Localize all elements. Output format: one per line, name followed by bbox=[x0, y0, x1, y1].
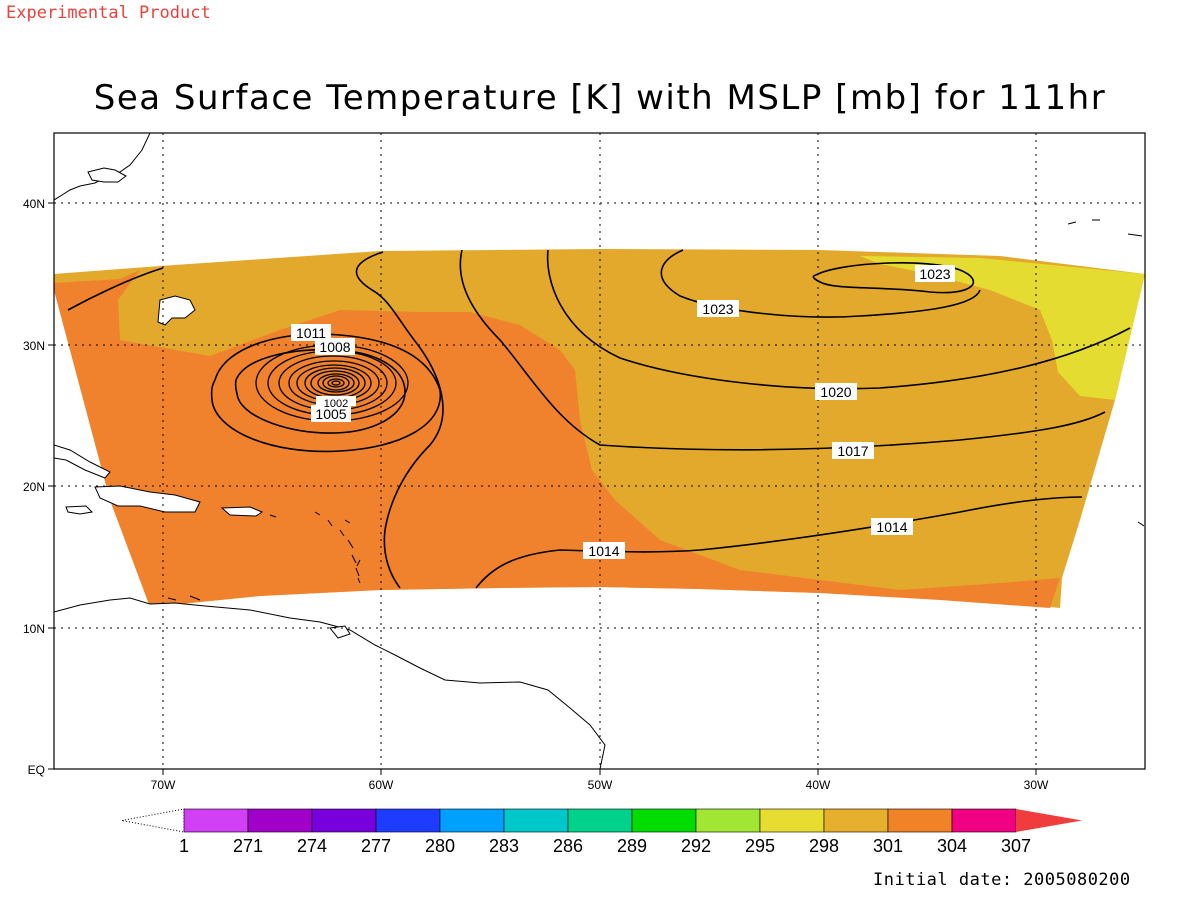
island-hispaniola bbox=[94, 485, 201, 513]
initial-date: Initial date: 2005080200 bbox=[873, 870, 1131, 890]
isobar-label-text: 1002 bbox=[324, 398, 348, 410]
colorbar-swatch bbox=[183, 808, 249, 833]
island-bermuda bbox=[157, 295, 196, 326]
isobar-label: 1014 bbox=[583, 542, 625, 559]
isobar-label: 1002 bbox=[316, 396, 356, 410]
colorbar-swatch bbox=[823, 808, 889, 833]
colorbar-swatch bbox=[439, 808, 505, 833]
storm-center-isobars bbox=[255, 344, 409, 422]
isobar-label-text: 1023 bbox=[919, 266, 950, 282]
lat-tick-labels: 40N 30N 20N 10N EQ bbox=[23, 197, 45, 777]
colorbar-swatch bbox=[247, 808, 313, 833]
colorbar-label: 304 bbox=[937, 836, 967, 856]
colorbar-swatch bbox=[311, 808, 377, 833]
colorbar-label: 271 bbox=[233, 836, 263, 856]
colorbar bbox=[121, 808, 1082, 833]
colorbar-label: 292 bbox=[681, 836, 711, 856]
lat-tick-label: 30N bbox=[23, 339, 45, 353]
colorbar-label: 283 bbox=[489, 836, 519, 856]
sst-band-304 bbox=[54, 270, 1060, 608]
colorbar-start-arrow bbox=[121, 808, 185, 833]
island-jamaica bbox=[65, 505, 94, 515]
isobar-1008 bbox=[234, 348, 406, 434]
isobar-label-text: 1017 bbox=[837, 443, 868, 459]
lon-tick-label: 60W bbox=[369, 778, 394, 792]
sst-band-298 bbox=[860, 256, 1145, 400]
isobar-label: 1020 bbox=[815, 383, 857, 400]
island-cuba bbox=[54, 444, 111, 479]
colorbar-label: 289 bbox=[617, 836, 647, 856]
isobar-1020 bbox=[546, 249, 1131, 390]
coastlines bbox=[54, 133, 606, 769]
isobar-1017 bbox=[459, 249, 1106, 451]
isobar-label-text: 1020 bbox=[820, 384, 851, 400]
isobar-label-text: 1014 bbox=[588, 543, 619, 559]
experimental-label: Experimental Product bbox=[6, 3, 211, 23]
isobar-1014-south bbox=[475, 496, 1083, 589]
colorbar-label: 301 bbox=[873, 836, 903, 856]
isobar-label-text: 1023 bbox=[702, 301, 733, 317]
lon-tick-label: 70W bbox=[151, 778, 176, 792]
colorbar-labels: 1 271 274 277 280 283 286 289 292 295 298 301 304 307 bbox=[179, 836, 1031, 856]
lat-tick-label: 40N bbox=[23, 197, 45, 211]
isobar-label: 1011 bbox=[291, 324, 331, 341]
isobar-label: 1023 bbox=[697, 300, 739, 317]
colorbar-swatch bbox=[695, 808, 761, 833]
lesser-antilles bbox=[167, 511, 361, 601]
colorbar-label: 274 bbox=[297, 836, 327, 856]
colorbar-label: 298 bbox=[809, 836, 839, 856]
isobar-label: 1014 bbox=[871, 518, 913, 535]
colorbar-swatch bbox=[759, 808, 825, 833]
coast-north-america bbox=[54, 133, 151, 201]
isobar-1023-open bbox=[660, 249, 981, 318]
lon-tick-label: 40W bbox=[806, 778, 831, 792]
isobar-label: 1005 bbox=[311, 405, 351, 422]
isobar-label-text: 1011 bbox=[296, 325, 326, 341]
isobar-label-group: 1011 1008 1005 1002 1023 1023 1020 1017 bbox=[291, 265, 955, 559]
isobar-label-text: 1005 bbox=[315, 406, 346, 422]
map-title: Sea Surface Temperature [K] with MSLP [m… bbox=[93, 78, 1107, 118]
graticule bbox=[54, 133, 1145, 769]
colorbar-label: 295 bbox=[745, 836, 775, 856]
lon-tick-label: 30W bbox=[1024, 778, 1049, 792]
axis-ticks bbox=[48, 202, 1037, 775]
colorbar-swatch bbox=[631, 808, 697, 833]
lat-tick-label: 10N bbox=[23, 622, 45, 636]
colorbar-end-arrow bbox=[1016, 809, 1082, 832]
colorbar-swatch bbox=[951, 808, 1017, 833]
isobar-label: 1017 bbox=[832, 442, 874, 459]
isobar-1014-north bbox=[67, 267, 164, 311]
colorbar-swatch bbox=[503, 808, 569, 833]
colorbar-label: 286 bbox=[553, 836, 583, 856]
lat-tick-label: EQ bbox=[28, 763, 45, 777]
lon-tick-label: 50W bbox=[588, 778, 613, 792]
colorbar-swatch bbox=[567, 808, 633, 833]
isobar-label: 1023 bbox=[915, 265, 955, 282]
isobar-1023-closed bbox=[812, 262, 974, 294]
coast-atlantic-islands bbox=[1067, 219, 1145, 527]
colorbar-label: 280 bbox=[425, 836, 455, 856]
isobar-label-text: 1008 bbox=[319, 339, 350, 355]
colorbar-swatch bbox=[887, 808, 953, 833]
isobar-label: 1008 bbox=[315, 338, 355, 355]
lat-tick-label: 20N bbox=[23, 480, 45, 494]
coast-south-america bbox=[54, 597, 606, 769]
lon-tick-labels: 70W 60W 50W 40W 30W bbox=[151, 778, 1049, 792]
colorbar-label: 307 bbox=[1001, 836, 1031, 856]
isobar-label-text: 1014 bbox=[876, 519, 907, 535]
colorbar-label: 1 bbox=[179, 836, 189, 856]
colorbar-label: 277 bbox=[361, 836, 391, 856]
isobar-1014-mid bbox=[355, 251, 444, 589]
island-puerto-rico bbox=[220, 506, 264, 517]
coast-cape-cod bbox=[87, 167, 127, 183]
island-trinidad bbox=[329, 625, 351, 639]
colorbar-swatch bbox=[375, 808, 441, 833]
